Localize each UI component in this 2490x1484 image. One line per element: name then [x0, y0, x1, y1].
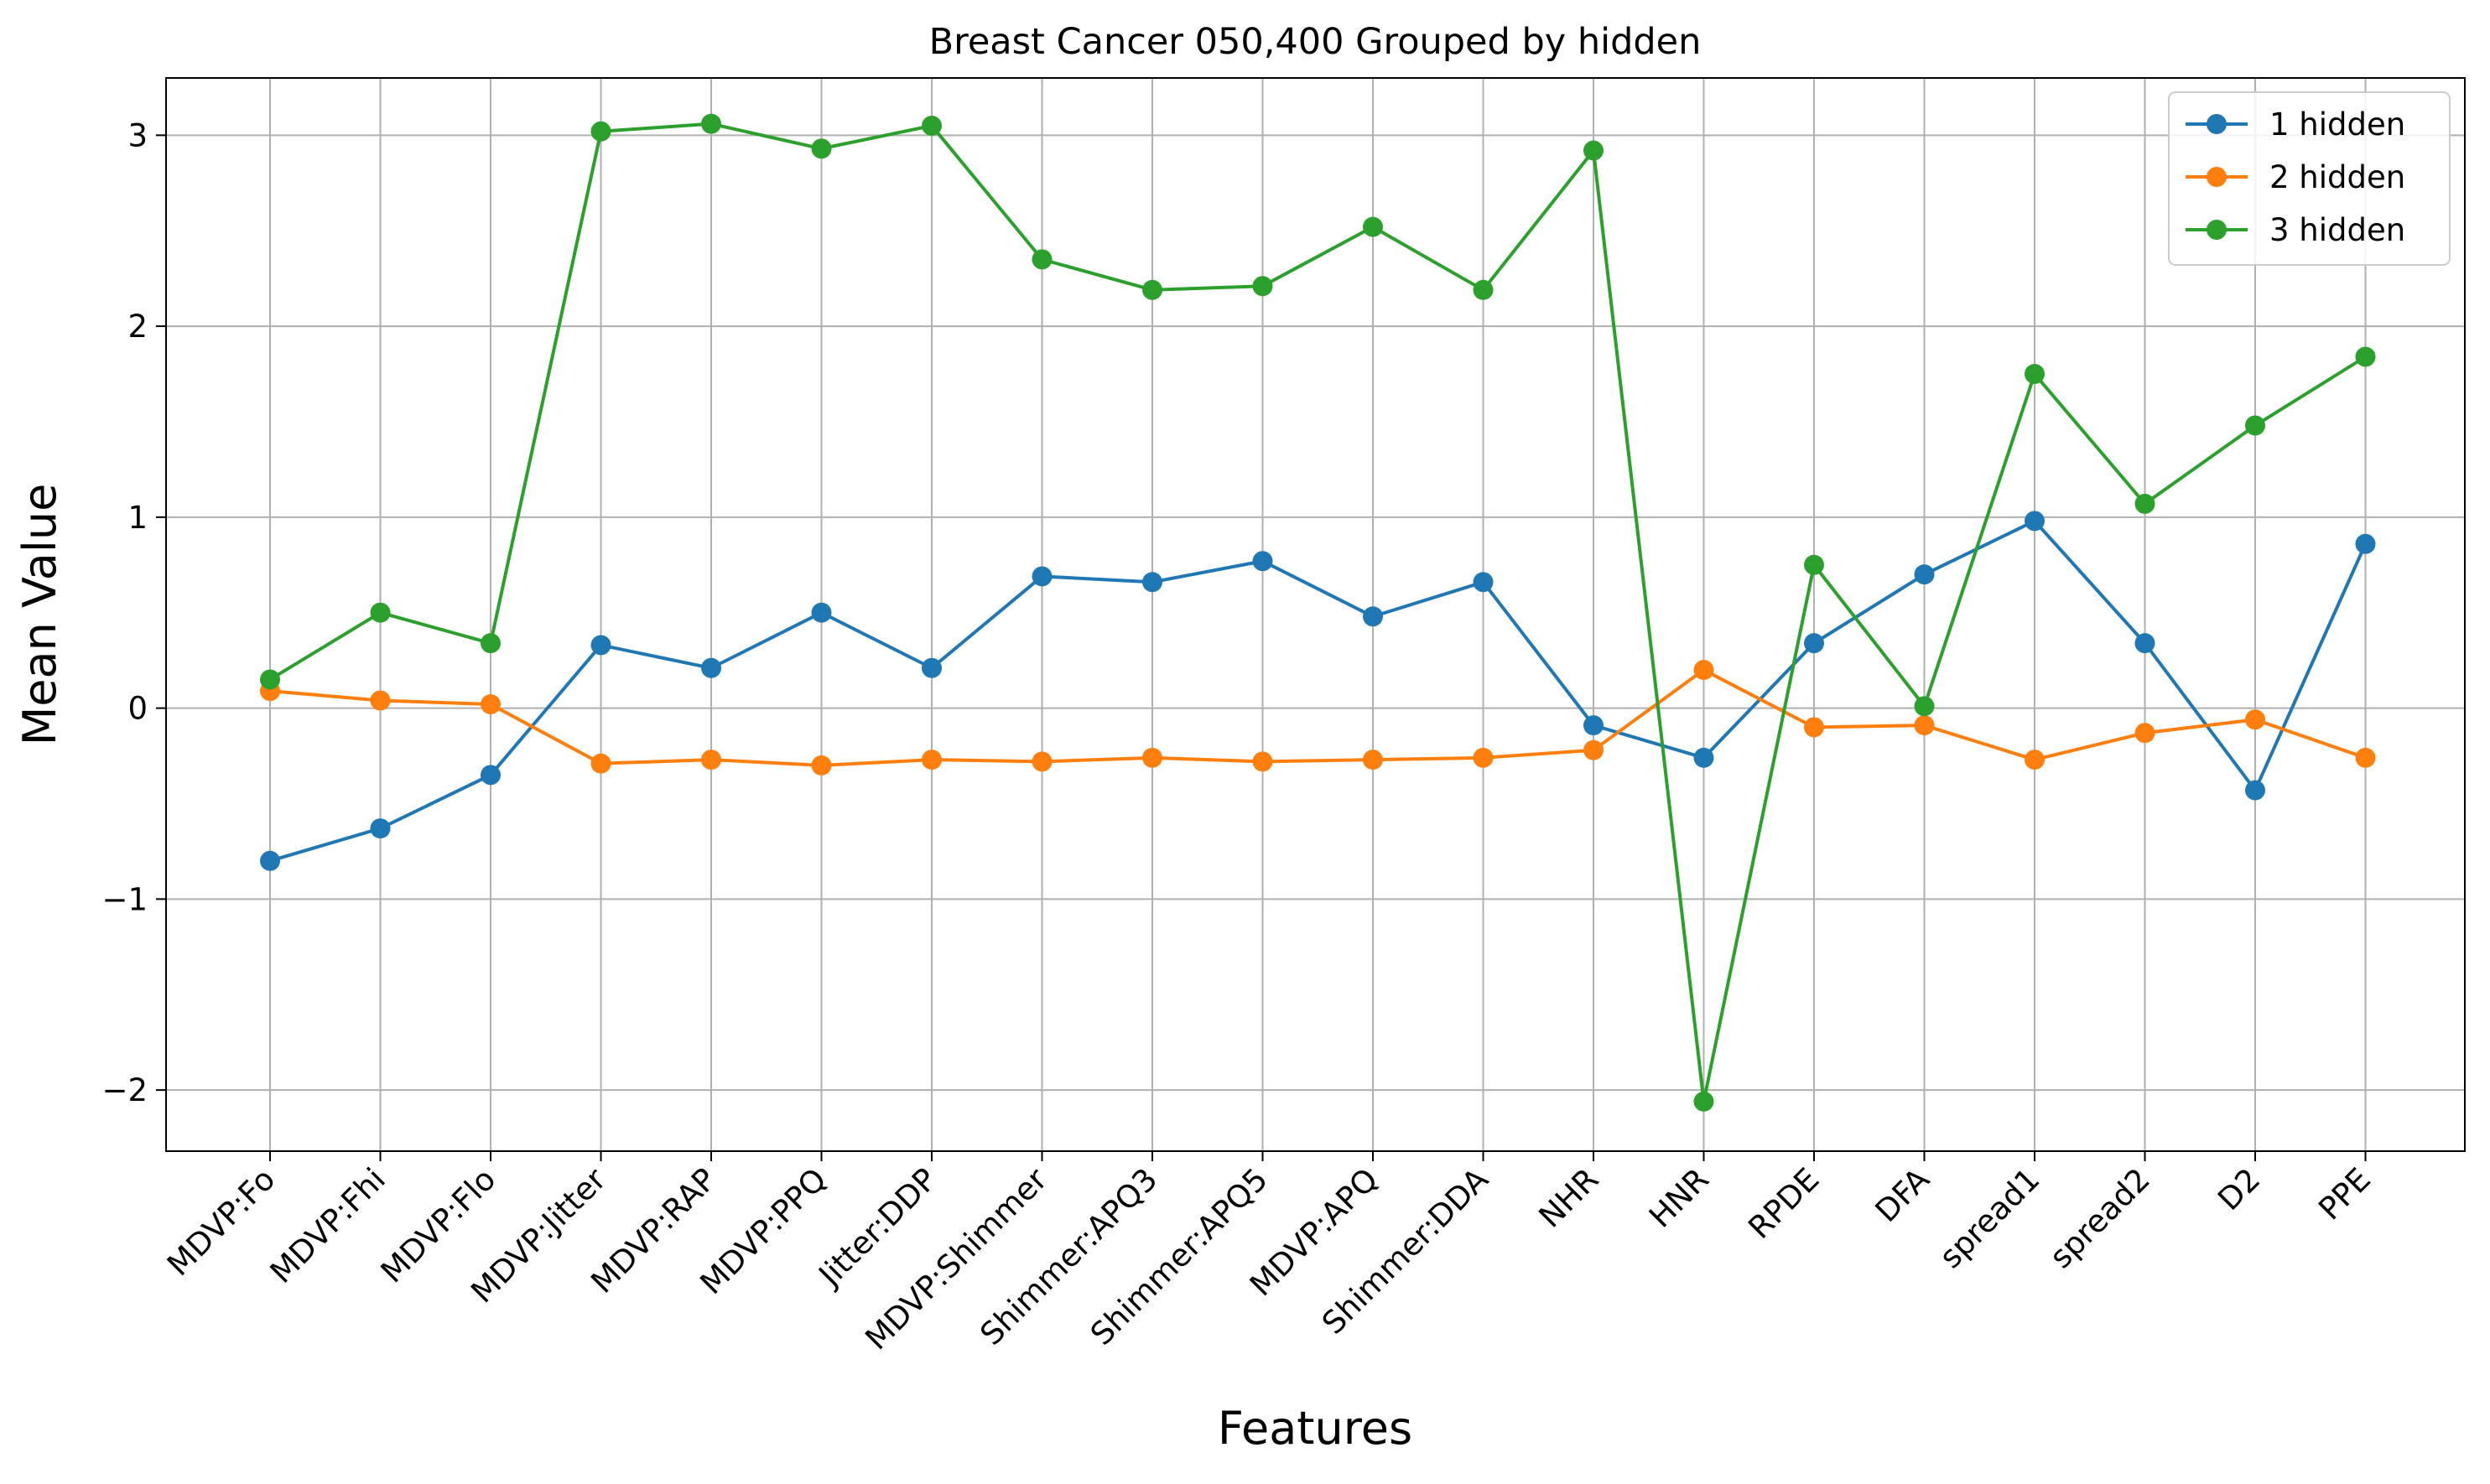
legend-label: 3 hidden	[2269, 212, 2405, 248]
series-line	[269, 519, 2368, 863]
data-point	[701, 750, 721, 771]
data-point	[1583, 715, 1604, 736]
data-point	[370, 818, 391, 839]
data-point	[2025, 750, 2045, 771]
chart-title: Breast Cancer 050,400 Grouped by hidden	[929, 21, 1702, 63]
legend-box	[2168, 91, 2451, 266]
y-tick-label: 3	[127, 117, 148, 153]
data-point	[2355, 346, 2376, 367]
data-point	[370, 690, 391, 711]
data-point	[2134, 723, 2155, 744]
legend-marker	[2207, 114, 2227, 134]
data-point	[2134, 633, 2155, 654]
data-point	[1363, 606, 1383, 627]
data-point	[370, 602, 391, 623]
data-point	[481, 694, 501, 715]
data-point	[590, 753, 611, 774]
data-point	[1804, 717, 1824, 738]
series-3	[260, 113, 2376, 1112]
data-point	[260, 850, 280, 871]
data-point	[811, 138, 832, 159]
legend-label: 1 hidden	[2269, 106, 2405, 143]
y-tick-label: −1	[101, 881, 148, 917]
data-point	[590, 635, 611, 656]
data-point	[1363, 216, 1383, 237]
data-point	[922, 657, 942, 678]
data-point	[1583, 739, 1604, 760]
data-point	[590, 121, 611, 142]
data-point	[1804, 633, 1824, 654]
data-point	[1142, 572, 1162, 593]
data-point	[1363, 750, 1383, 771]
data-point	[1032, 751, 1053, 772]
x-axis-label: Features	[1218, 1402, 1412, 1455]
data-point	[1473, 279, 1494, 300]
data-point	[1693, 747, 1714, 768]
data-point	[1473, 747, 1494, 768]
data-point	[1473, 572, 1494, 593]
data-point	[1252, 751, 1273, 772]
series-line	[269, 668, 2367, 767]
data-point	[2355, 747, 2376, 768]
data-point	[2245, 709, 2265, 730]
data-point	[2355, 533, 2376, 554]
data-point	[481, 633, 501, 654]
data-point	[1693, 660, 1714, 681]
legend-entry: 2 hidden	[2186, 159, 2405, 195]
data-point	[1142, 279, 1162, 300]
y-tick-label: −2	[101, 1072, 148, 1108]
data-point	[1032, 249, 1053, 270]
legend-entry: 3 hidden	[2186, 212, 2405, 248]
data-point	[1914, 715, 1935, 736]
y-axis-label: Mean Value	[13, 484, 66, 746]
y-tick-label: 1	[127, 500, 148, 536]
data-point	[701, 657, 721, 678]
series-1	[260, 511, 2376, 871]
y-tick-label: 0	[127, 691, 148, 727]
data-point	[922, 115, 942, 136]
data-point	[701, 113, 721, 134]
series-line	[268, 122, 2367, 1103]
data-point	[2025, 364, 2045, 385]
series-layer	[260, 113, 2376, 1112]
data-point	[260, 669, 280, 690]
data-point	[2134, 493, 2155, 514]
series-2	[260, 660, 2376, 776]
legend-marker	[2207, 167, 2227, 187]
legend-marker	[2207, 220, 2227, 240]
legend: 1 hidden 2 hidden 3 hidden	[2168, 91, 2451, 266]
data-point	[1693, 1091, 1714, 1112]
data-point	[1032, 566, 1053, 587]
data-point	[1914, 564, 1935, 585]
plot-frame	[165, 77, 2466, 1152]
data-point	[922, 750, 942, 771]
data-point	[2245, 415, 2265, 436]
data-point	[2025, 511, 2045, 532]
data-point	[1914, 696, 1935, 717]
y-tick-label: 2	[127, 309, 148, 345]
data-point	[1252, 276, 1273, 297]
data-point	[1804, 554, 1824, 575]
legend-label: 2 hidden	[2269, 159, 2405, 195]
legend-entry: 1 hidden	[2186, 106, 2405, 143]
data-point	[481, 765, 501, 786]
data-point	[1583, 140, 1604, 161]
data-point	[1252, 551, 1273, 572]
data-point	[811, 602, 832, 623]
data-point	[1142, 747, 1162, 768]
data-point	[811, 755, 832, 776]
data-point	[2245, 780, 2265, 801]
